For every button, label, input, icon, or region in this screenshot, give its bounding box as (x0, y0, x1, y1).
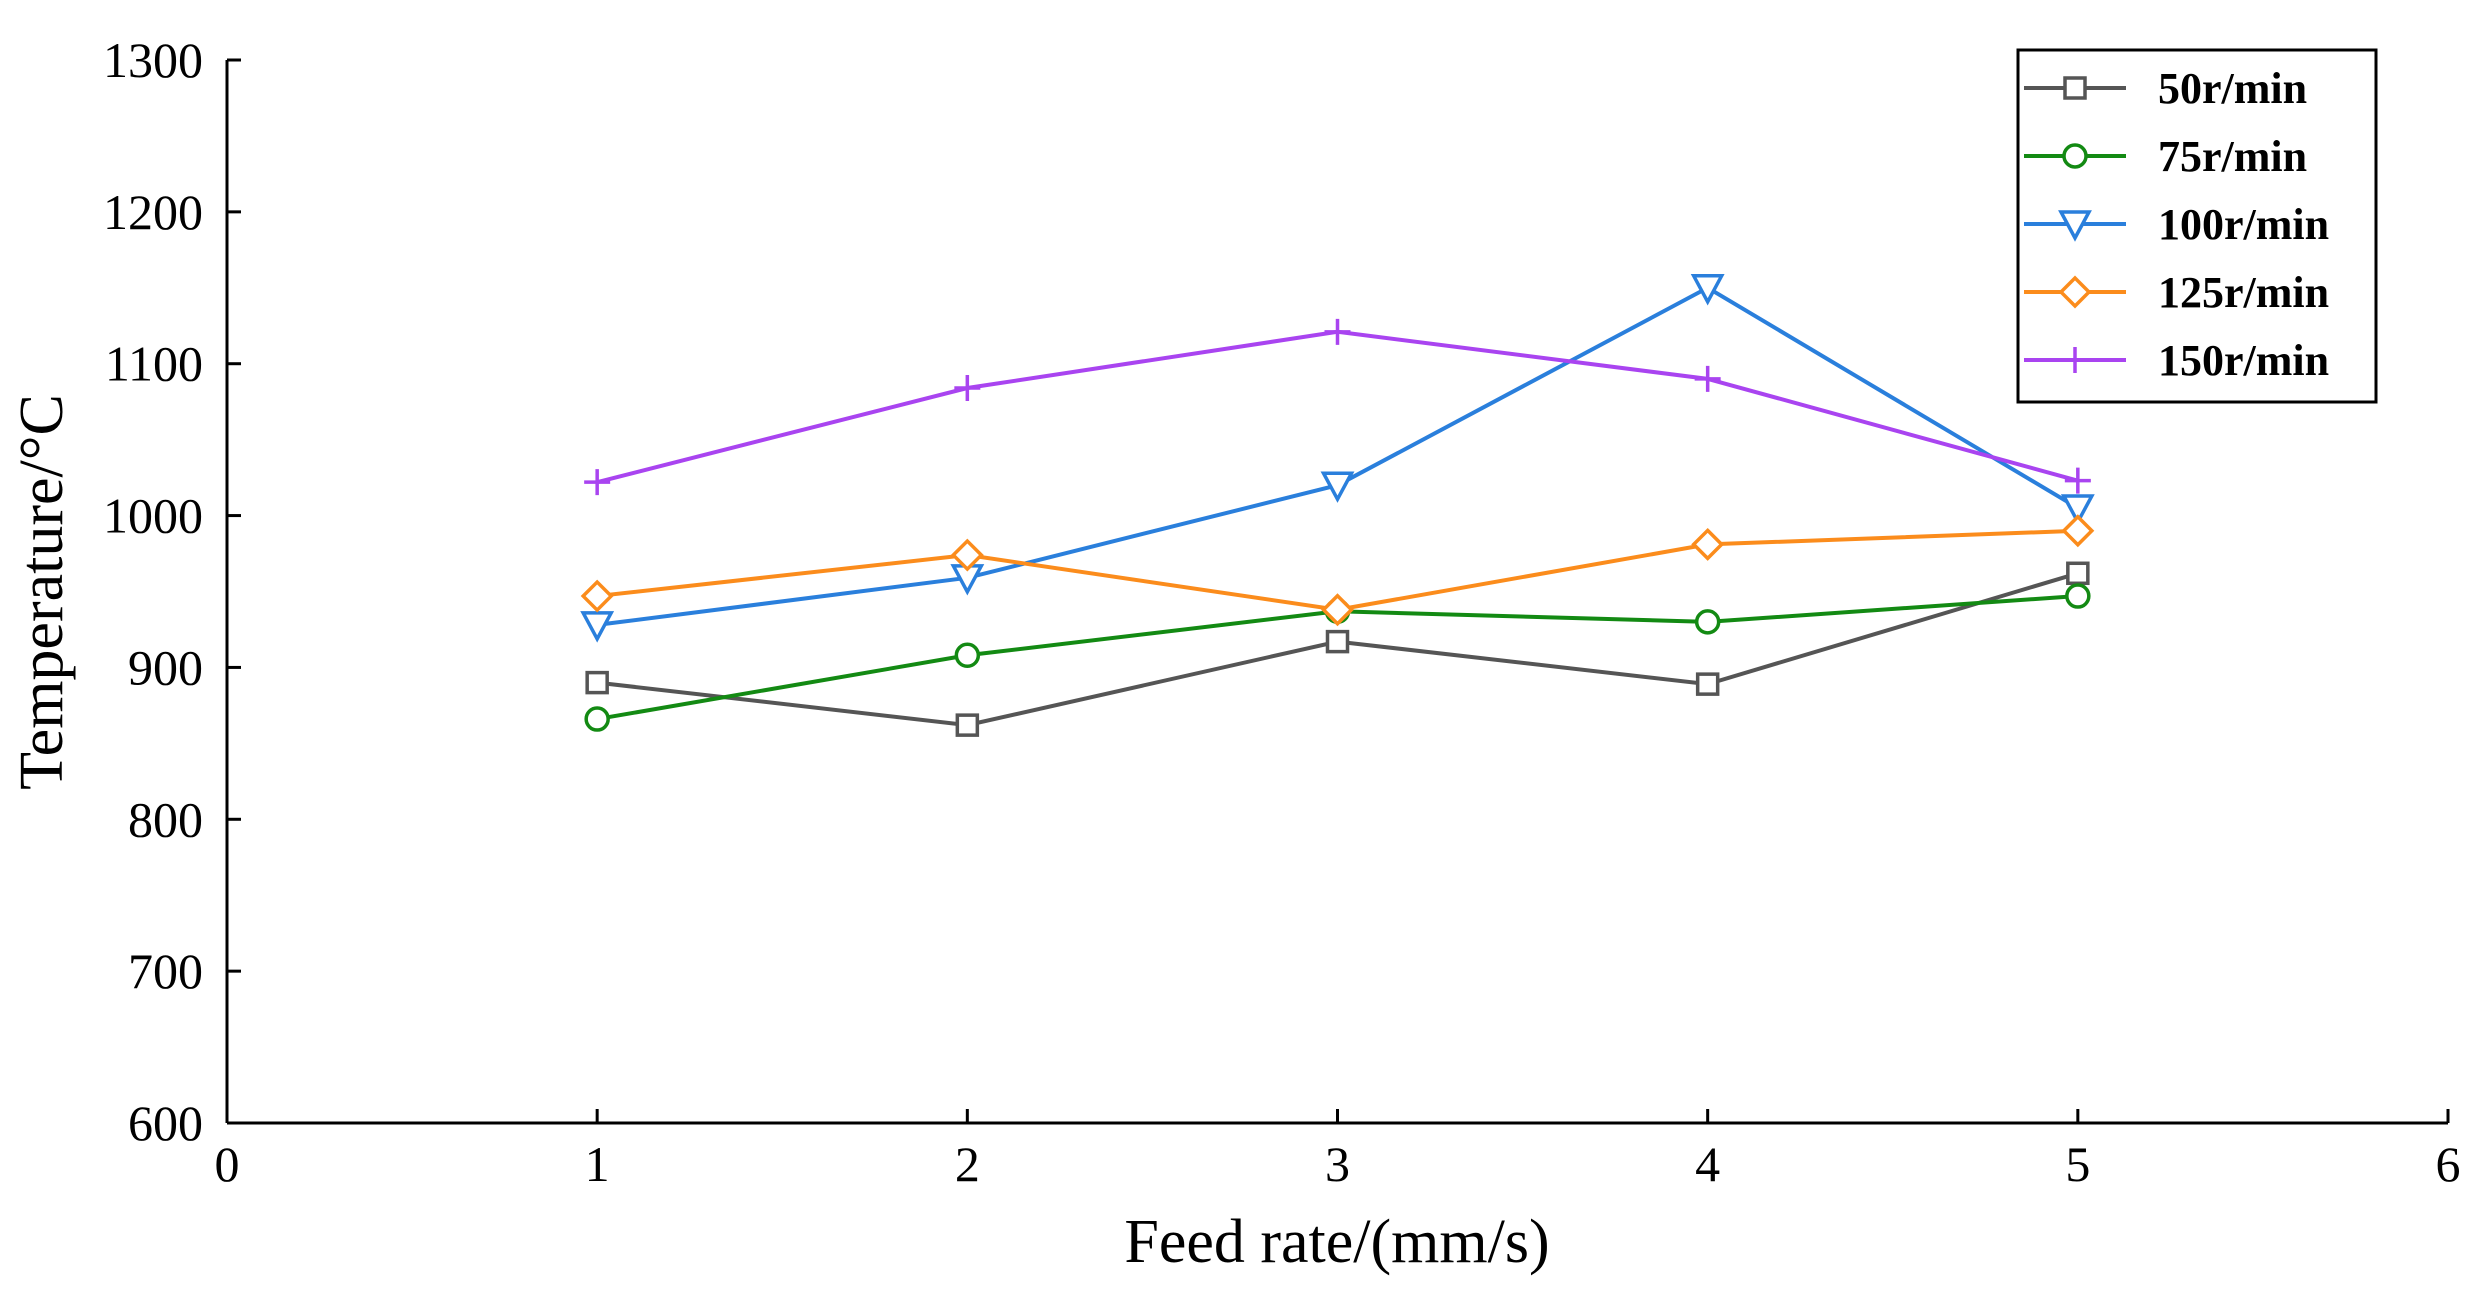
data-point (584, 469, 611, 496)
series-150r/min (584, 318, 2091, 496)
legend-item: 125r/min (2024, 268, 2329, 317)
legend-item: 150r/min (2024, 336, 2329, 385)
x-tick-label: 4 (1695, 1136, 1720, 1192)
data-point (954, 642, 981, 669)
data-point (584, 706, 610, 732)
legend-label: 125r/min (2158, 268, 2329, 317)
data-point (1690, 274, 1725, 306)
data-point (2061, 514, 2095, 548)
data-point (2058, 275, 2092, 309)
ticks: 0 1 2 3 4 5 6 600 700 800 900 1000 1100 1200 1300 (103, 32, 2461, 1192)
x-tick-label: 1 (585, 1136, 610, 1192)
y-tick-label: 700 (128, 943, 203, 999)
data-point (950, 538, 984, 572)
series-line (596, 329, 2079, 485)
data-point (585, 670, 609, 695)
data-point (2063, 76, 2087, 100)
series-125r/min (580, 514, 2095, 627)
series-100r/min (580, 274, 2095, 643)
legend-item: 100r/min (2024, 200, 2329, 249)
data-point (1324, 318, 1351, 345)
data-point (1321, 593, 1354, 627)
legend-label: 150r/min (2158, 336, 2329, 385)
x-tick-label: 0 (215, 1136, 240, 1192)
data-point (2058, 210, 2092, 242)
x-tick-label: 3 (1325, 1136, 1350, 1192)
legend-label: 50r/min (2158, 64, 2307, 113)
data-point (955, 713, 980, 737)
data-point (2062, 143, 2088, 169)
data-point (580, 611, 615, 643)
x-tick-label: 6 (2436, 1136, 2461, 1192)
y-tick-label: 1100 (105, 336, 203, 392)
data-point (954, 375, 981, 402)
y-tick-label: 800 (128, 791, 203, 847)
y-tick-label: 1300 (103, 32, 203, 88)
data-point (2062, 347, 2088, 373)
data-point (1695, 672, 1720, 696)
data-point (2066, 561, 2090, 586)
y-axis-title: Temperature/°C (8, 394, 76, 790)
x-tick-label: 5 (2065, 1136, 2090, 1192)
y-tick-label: 600 (128, 1095, 203, 1151)
data-point (1694, 609, 1721, 635)
legend-label: 100r/min (2158, 200, 2329, 249)
legend: 50r/min 75r/min 100r/min 125r/min 150r/min (2016, 48, 2378, 404)
data-point (2065, 583, 2091, 609)
x-axis-title: Feed rate/(mm/s) (1124, 1208, 1549, 1276)
y-tick-label: 1200 (103, 184, 203, 240)
data-point (1325, 629, 1350, 654)
data-point (580, 579, 614, 613)
y-tick-label: 900 (128, 639, 203, 695)
data-point (2064, 467, 2091, 494)
data-point (2060, 494, 2095, 526)
legend-label: 75r/min (2158, 132, 2307, 181)
y-tick-label: 1000 (103, 488, 203, 544)
x-tick-label: 2 (955, 1136, 980, 1192)
legend-item: 50r/min (2024, 64, 2307, 113)
series (580, 274, 2095, 737)
series-50r/min (585, 561, 2090, 737)
data-point (1320, 471, 1355, 503)
data-point (1691, 527, 1725, 561)
data-point (1694, 365, 1721, 392)
legend-item: 75r/min (2024, 132, 2307, 181)
